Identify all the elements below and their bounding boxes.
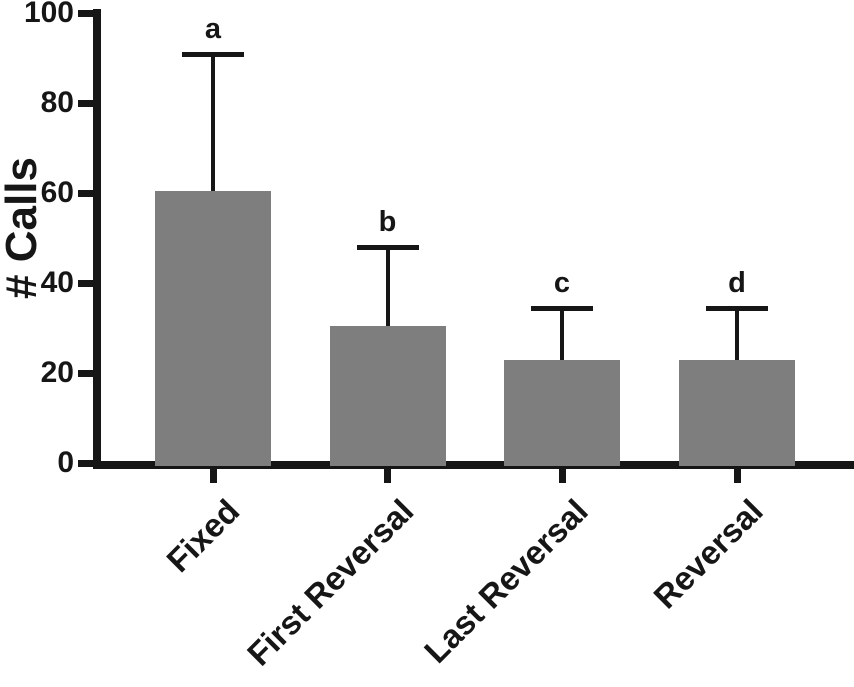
x-category-label: Last Reversal [417,492,596,670]
y-tick-mark [78,9,94,17]
x-tick-mark [558,469,566,483]
bar [155,190,271,466]
bar [329,325,446,466]
y-axis-line [93,9,101,469]
y-tick-label: 40 [40,266,74,299]
y-tick-mark [78,99,94,107]
significance-letter: a [204,12,222,45]
y-tick-label: 80 [40,86,74,119]
bar [504,359,620,466]
x-category-label: Reversal [646,492,771,616]
error-bar-cap [356,245,419,250]
error-bar-stem [385,247,390,326]
y-tick-mark [78,279,94,287]
error-bar-cap [531,305,593,311]
y-tick-mark [78,189,94,197]
y-tick-label: 20 [40,356,74,389]
significance-letter: c [553,266,571,299]
y-tick-mark [78,459,94,467]
bar [679,359,795,466]
x-tick-mark [733,469,741,483]
error-bar-stem [735,307,739,360]
y-tick-label: 0 [57,446,74,479]
x-category-label: Fixed [159,492,247,580]
error-bar-cap [182,51,244,57]
x-axis-line [93,461,854,469]
error-bar-stem [560,307,564,360]
y-tick-mark [78,369,94,377]
y-tick-label: 60 [40,176,74,209]
y-tick-label: 100 [23,0,74,29]
error-bar-cap [706,305,768,311]
x-tick-mark [384,469,391,483]
significance-letter: b [378,206,397,238]
error-bar-stem [211,53,215,191]
x-category-label: First Reversal [240,492,421,673]
x-tick-mark [209,469,217,483]
significance-letter: d [728,266,746,299]
